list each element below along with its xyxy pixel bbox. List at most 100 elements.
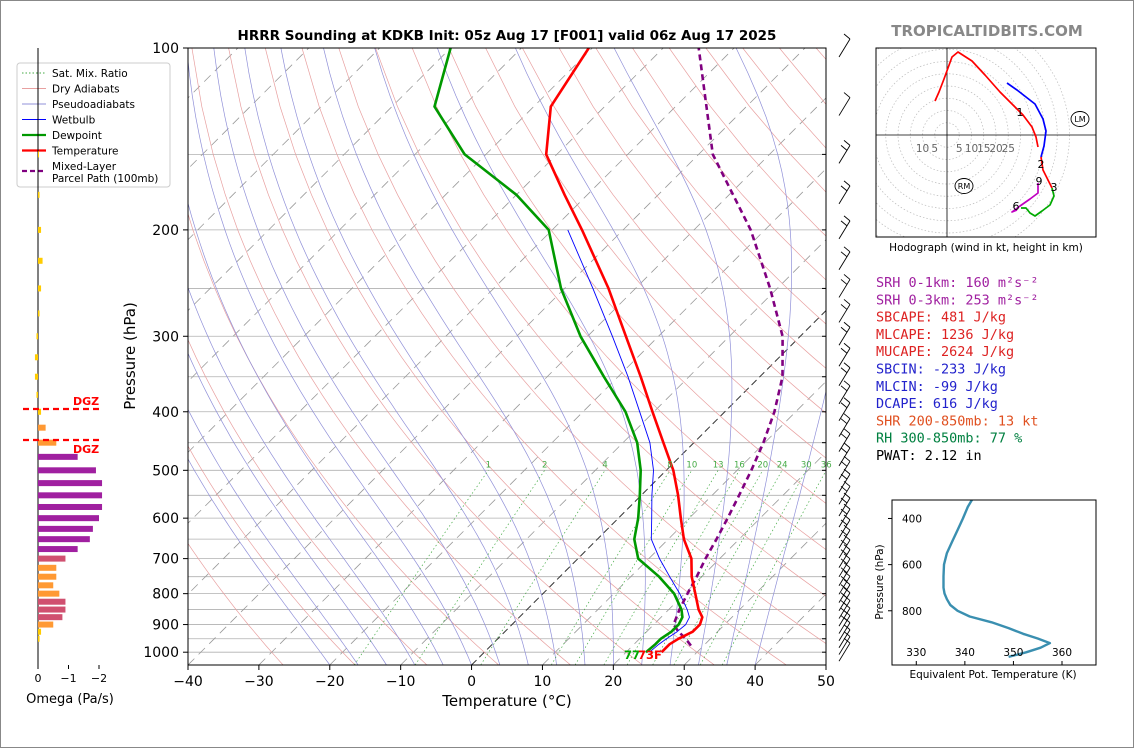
hodograph-segment bbox=[1011, 183, 1039, 213]
mixing-ratio-line bbox=[574, 470, 693, 665]
wind-barb-flag bbox=[843, 503, 851, 510]
x-tick-label: 50 bbox=[817, 674, 835, 690]
wind-barb-flag bbox=[843, 442, 851, 449]
omega-bar bbox=[34, 373, 38, 380]
dry-adiabat bbox=[264, 48, 715, 665]
dry-adiabat bbox=[188, 338, 428, 665]
temperature-line bbox=[544, 48, 704, 654]
surface-temperature-label: 73F bbox=[638, 648, 662, 662]
y-tick-label: 700 bbox=[152, 552, 179, 568]
wind-barb-flag bbox=[843, 92, 851, 98]
wind-barb-flag bbox=[840, 575, 848, 582]
wind-barb-staff bbox=[838, 251, 851, 271]
wind-barb bbox=[838, 455, 851, 480]
wind-barb-staff bbox=[838, 615, 851, 634]
mixing-ratio-line bbox=[673, 470, 783, 665]
isotherm-line bbox=[258, 97, 826, 665]
omega-bar bbox=[38, 628, 42, 635]
parameter-row: SHR 200-850mb: 13 kt bbox=[876, 413, 1039, 429]
wind-barb bbox=[838, 544, 851, 568]
isotherm-line bbox=[188, 48, 522, 383]
isotherm-line bbox=[188, 48, 451, 312]
theta-e-x-tick-label: 350 bbox=[1003, 647, 1023, 659]
wind-barb-flag bbox=[840, 220, 848, 227]
wind-barb-flag bbox=[840, 473, 848, 480]
pseudoadiabat bbox=[323, 48, 586, 665]
wind-barb-staff bbox=[838, 539, 851, 559]
dry-adiabat bbox=[301, 48, 787, 665]
mixing-ratio-label: 1 bbox=[486, 460, 491, 470]
skewt-ylabel: Pressure (hPa) bbox=[121, 302, 139, 410]
legend-label: Mixed-Layer bbox=[52, 161, 117, 173]
wind-barb-staff bbox=[838, 367, 851, 386]
omega-x-tick-label: −2 bbox=[91, 672, 107, 685]
mixing-ratio-label: 10 bbox=[686, 460, 697, 470]
mixing-ratio-label: 2 bbox=[542, 460, 547, 470]
wind-barb bbox=[838, 342, 851, 367]
dry-adiabat bbox=[375, 48, 826, 597]
skewt-xlabel: Temperature (°C) bbox=[441, 692, 571, 710]
wind-barb bbox=[838, 610, 851, 634]
x-tick-label: 30 bbox=[675, 674, 693, 690]
isotherm-line bbox=[188, 48, 380, 241]
dewpoint-line bbox=[433, 48, 684, 654]
omega-bar bbox=[38, 536, 90, 543]
omega-bar bbox=[38, 151, 39, 158]
wind-barb-flag bbox=[843, 362, 851, 369]
wind-barb-staff bbox=[838, 304, 851, 323]
wind-barb-flag bbox=[843, 553, 851, 560]
omega-bar bbox=[38, 226, 42, 233]
mixing-ratio-line bbox=[550, 470, 671, 665]
hodograph-frame bbox=[875, 47, 1097, 238]
pseudoadiabat bbox=[188, 458, 331, 665]
isotherm-line bbox=[188, 48, 593, 453]
wind-barb bbox=[838, 617, 851, 641]
wetbulb-line bbox=[567, 229, 690, 653]
hodograph-height-label: 6 bbox=[1013, 200, 1020, 213]
wind-barb-flag bbox=[843, 631, 851, 637]
hodograph-height-label: 1 bbox=[1017, 106, 1024, 119]
skewt-legend: Sat. Mix. Ratio Dry Adiabats Pseudoadiabat… bbox=[16, 62, 171, 188]
omega-bar bbox=[38, 424, 46, 431]
wind-barb-staff bbox=[838, 519, 851, 539]
wind-barb bbox=[838, 468, 851, 493]
parameter-row: SRH 0-3km: 253 m²s⁻² bbox=[876, 292, 1039, 308]
dry-adiabat bbox=[411, 48, 826, 551]
wind-barb bbox=[838, 562, 851, 586]
omega-bar bbox=[38, 503, 103, 510]
wind-barb-flag bbox=[840, 326, 848, 333]
y-tick-label: 400 bbox=[152, 405, 179, 421]
omega-bar bbox=[38, 546, 78, 553]
isotherm-line bbox=[329, 168, 826, 665]
dgz-label: DGZ bbox=[73, 443, 99, 456]
wind-barb-flag bbox=[843, 397, 851, 404]
parameter-row: MLCIN: -99 J/kg bbox=[876, 379, 998, 395]
dgz-label: DGZ bbox=[73, 395, 99, 408]
pseudoadiabat bbox=[188, 352, 387, 665]
wind-barb-flag bbox=[840, 251, 848, 258]
dry-adiabat bbox=[448, 48, 826, 504]
omega-bar bbox=[38, 408, 42, 415]
wind-barb bbox=[838, 299, 851, 323]
wind-barb-flag bbox=[843, 587, 851, 594]
y-tick-label: 900 bbox=[152, 618, 179, 634]
wind-barb bbox=[838, 637, 851, 662]
wind-barb bbox=[838, 514, 851, 539]
omega-x-tick-label: 0 bbox=[35, 672, 42, 685]
wind-barb-flag bbox=[843, 413, 851, 420]
isotherm-line bbox=[188, 48, 806, 665]
dry-adiabat bbox=[522, 48, 826, 414]
wind-barb-flag bbox=[843, 299, 851, 305]
wind-barb-flag bbox=[840, 508, 848, 515]
wind-barb bbox=[838, 140, 851, 164]
dry-adiabat bbox=[191, 48, 571, 665]
hodograph-height-label: 3 bbox=[1051, 181, 1058, 194]
wind-barb-flag bbox=[843, 544, 851, 550]
x-tick-label: −20 bbox=[315, 674, 345, 690]
x-tick-label: −30 bbox=[244, 674, 274, 690]
omega-bar bbox=[36, 391, 38, 398]
hodograph-segment bbox=[1021, 187, 1055, 217]
wind-barb bbox=[838, 321, 851, 346]
wind-barb-staff bbox=[838, 348, 851, 367]
wind-barb bbox=[838, 553, 851, 578]
